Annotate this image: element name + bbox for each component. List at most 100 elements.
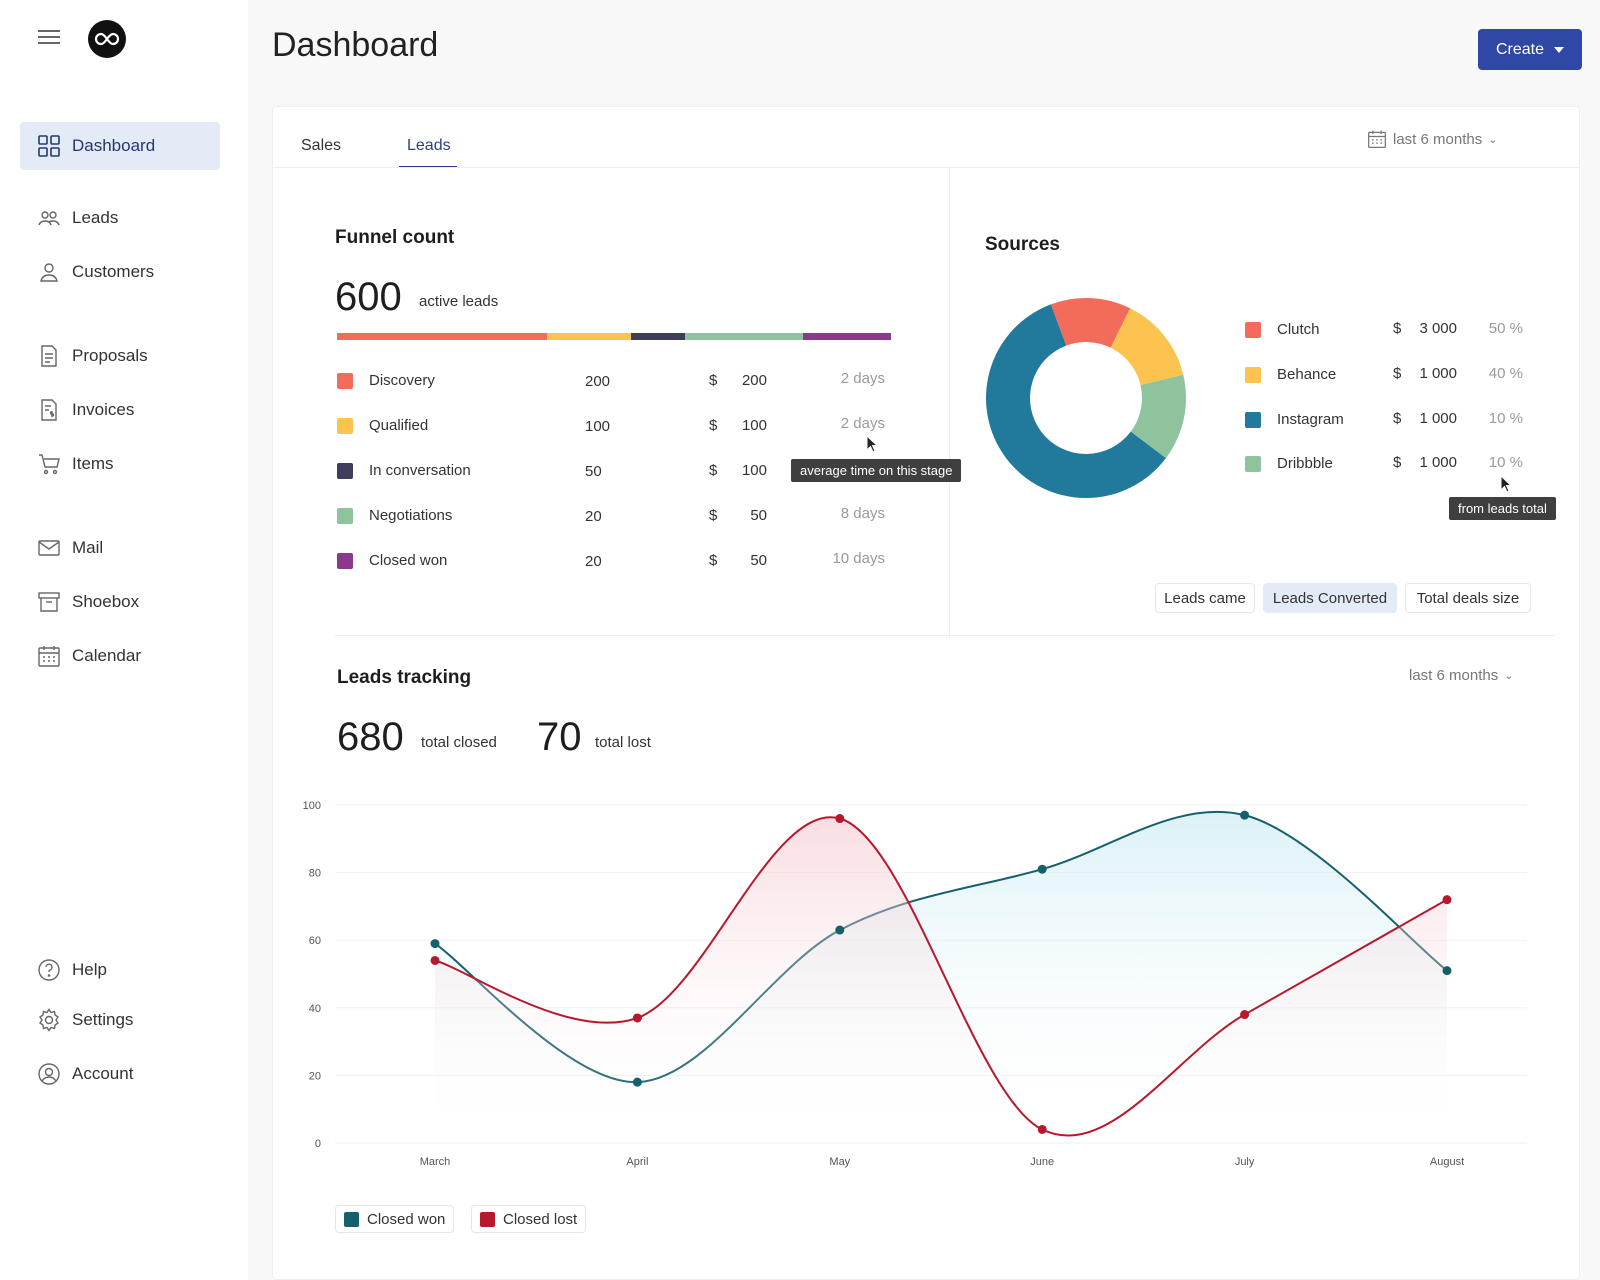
sidebar-item-leads[interactable]: Leads [20, 194, 220, 242]
sidebar-item-mail[interactable]: Mail [20, 524, 220, 572]
sidebar-item-customers[interactable]: Customers [20, 248, 220, 296]
sidebar-item-dashboard[interactable]: Dashboard [20, 122, 220, 170]
currency-symbol: $ [1393, 365, 1402, 382]
y-tick-label: 60 [309, 935, 321, 947]
color-swatch [1245, 412, 1261, 428]
data-point[interactable] [632, 1013, 642, 1023]
y-tick-label: 100 [303, 800, 321, 812]
leads-total-tooltip: from leads total [1449, 497, 1556, 520]
pill-leads-came[interactable]: Leads came [1155, 583, 1255, 613]
stage-name: Negotiations [369, 507, 453, 524]
funnel-title: Funnel count [335, 227, 455, 248]
cart-icon [36, 451, 62, 477]
data-point[interactable] [1037, 1124, 1047, 1134]
gear-icon [36, 1007, 62, 1033]
currency-symbol: $ [1393, 454, 1402, 471]
logo [88, 20, 126, 58]
color-swatch [1245, 367, 1261, 383]
create-button[interactable]: Create [1478, 29, 1582, 70]
sidebar-item-calendar[interactable]: Calendar [20, 632, 220, 680]
mail-icon [36, 535, 62, 561]
y-tick-label: 0 [315, 1138, 321, 1150]
donut-slice-instagram[interactable] [986, 304, 1166, 498]
pill-leads-converted[interactable]: Leads Converted [1263, 583, 1397, 613]
sidebar-item-label: Dashboard [72, 136, 156, 155]
data-point[interactable] [430, 955, 440, 965]
stage-amount: 100 [741, 417, 767, 434]
source-amount: 1 000 [1419, 410, 1457, 427]
stage-count: 100 [585, 418, 611, 435]
pill-total-deals-size[interactable]: Total deals size [1405, 583, 1531, 613]
sidebar-item-label: Shoebox [72, 592, 140, 611]
data-point[interactable] [835, 814, 845, 824]
color-swatch [337, 373, 353, 389]
period-selector[interactable]: last 6 months ⌄ [1367, 129, 1497, 149]
calendar-icon [1368, 130, 1386, 148]
sidebar-item-account[interactable]: Account [20, 1050, 220, 1098]
data-point[interactable] [632, 1077, 642, 1087]
sidebar: Dashboard Leads Customers Proposals Invo… [0, 0, 248, 1280]
legend-closed-lost[interactable]: Closed lost [471, 1205, 587, 1233]
source-percent: 40 % [1488, 365, 1523, 382]
donut-slice-clutch[interactable] [1050, 298, 1131, 348]
source-amount: 1 000 [1419, 454, 1457, 471]
sources-donut-chart [986, 298, 1186, 498]
users-icon [36, 205, 62, 231]
tracking-period-selector[interactable]: last 6 months ⌄ [1409, 667, 1513, 684]
sidebar-item-proposals[interactable]: Proposals [20, 332, 220, 380]
source-name: Dribbble [1277, 455, 1333, 472]
stage-days: 2 days [840, 370, 885, 387]
series-area-1 [435, 817, 1447, 1143]
currency-symbol: $ [709, 507, 718, 524]
section-divider [335, 635, 1555, 636]
donut-slice-dribbble[interactable] [1130, 374, 1186, 459]
funnel-bar-segment [631, 333, 685, 340]
grid-icon [36, 133, 62, 159]
stage-days: 10 days [832, 550, 885, 567]
user-icon [36, 259, 62, 285]
sidebar-item-label: Help [72, 960, 107, 979]
color-swatch [1245, 456, 1261, 472]
currency-symbol: $ [1393, 410, 1402, 427]
tab-leads[interactable]: Leads [407, 137, 451, 154]
total-closed-label: total closed [421, 734, 497, 751]
sidebar-item-shoebox[interactable]: Shoebox [20, 578, 220, 626]
stage-days: 2 days [840, 415, 885, 432]
donut-slice-behance[interactable] [1110, 308, 1184, 385]
sidebar-item-invoices[interactable]: Invoices [20, 386, 220, 434]
source-percent: 10 % [1488, 454, 1523, 471]
tab-sales[interactable]: Sales [301, 137, 342, 154]
funnel-bar-segment [547, 333, 631, 340]
funnel-bar-segment [685, 333, 803, 340]
legend-closed-won[interactable]: Closed won [335, 1205, 455, 1233]
sources-title: Sources [985, 234, 1060, 255]
currency-symbol: $ [1393, 320, 1402, 337]
data-point[interactable] [1442, 966, 1452, 976]
data-point[interactable] [1240, 810, 1250, 820]
funnel-row: Qualified 100 $ 100 2 days [337, 414, 897, 438]
data-point[interactable] [835, 925, 845, 935]
funnel-row: In conversation 50 $ 100 [337, 459, 897, 483]
stage-name: In conversation [369, 462, 471, 479]
average-time-tooltip: average time on this stage [791, 459, 962, 482]
funnel-row: Discovery 200 $ 200 2 days [337, 369, 897, 393]
sidebar-item-label: Proposals [72, 346, 148, 365]
mouse-pointer-icon [1500, 475, 1513, 493]
source-name: Instagram [1277, 411, 1344, 428]
data-point[interactable] [1240, 1010, 1250, 1020]
menu-icon[interactable] [38, 30, 60, 46]
sidebar-item-items[interactable]: Items [20, 440, 220, 488]
series-line-closed-lost [434, 816, 1448, 1137]
sidebar-item-label: Calendar [72, 646, 141, 665]
sidebar-item-help[interactable]: Help [20, 946, 220, 994]
section-divider [949, 168, 950, 638]
sidebar-item-settings[interactable]: Settings [20, 996, 220, 1044]
color-swatch [344, 1211, 359, 1227]
dashboard-card: Sales Leads last 6 months ⌄ Funnel count… [272, 106, 1580, 1280]
data-point[interactable] [1442, 895, 1452, 905]
data-point[interactable] [1037, 864, 1047, 874]
color-swatch [337, 463, 353, 479]
sidebar-item-label: Leads [72, 208, 119, 227]
sidebar-item-label: Invoices [72, 400, 135, 419]
data-point[interactable] [430, 939, 440, 949]
